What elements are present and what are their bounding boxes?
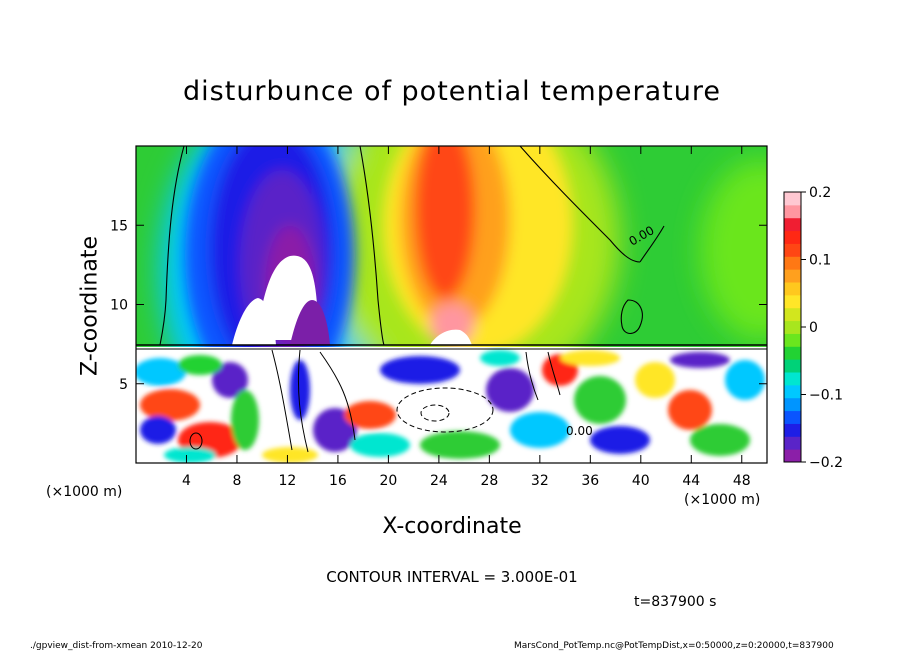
x-tick-label: 24 <box>430 473 448 489</box>
colorbar-swatch <box>784 282 801 296</box>
y-tick-label: 5 <box>119 377 128 393</box>
y-axis: 5 10 15 <box>110 218 767 393</box>
lower-field: 0.00 <box>136 347 767 463</box>
colorbar-tick-label: 0.1 <box>809 253 831 269</box>
x-tick-label: 48 <box>733 473 751 489</box>
colorbar-swatch <box>784 294 801 309</box>
x-tick-label: 12 <box>279 473 297 489</box>
colorbar-swatch <box>784 320 801 334</box>
colorbar-swatch <box>784 372 801 386</box>
contour-interval: CONTOUR INTERVAL = 3.000E-01 <box>326 568 578 586</box>
colorbar-swatch <box>784 346 801 360</box>
colorbar-swatch <box>784 410 801 424</box>
y-axis-label: Z-coordinate <box>77 236 103 376</box>
colorbar-swatch <box>784 449 801 463</box>
x-tick-label: 20 <box>379 473 397 489</box>
svg-text:0.00: 0.00 <box>566 424 593 438</box>
x-tick-label: 44 <box>682 473 700 489</box>
colorbar-swatch <box>784 384 801 399</box>
colorbar-swatch <box>784 423 801 437</box>
colorbar-swatch <box>784 397 801 412</box>
x-axis-label: X-coordinate <box>382 514 522 539</box>
x-tick-label: 36 <box>581 473 599 489</box>
x-tick-label: 16 <box>329 473 347 489</box>
x-unit-label-left: (×1000 m) <box>46 484 123 500</box>
colorbar-tick-label: 0 <box>809 320 818 336</box>
colorbar-tick-label: −0.1 <box>809 388 843 404</box>
colorbar-swatch <box>784 333 801 347</box>
x-tick-label: 8 <box>232 473 241 489</box>
y-tick-label: 10 <box>110 298 128 314</box>
colorbar-swatch <box>784 436 801 450</box>
x-axis: 4 8 12 16 20 24 28 32 36 40 44 48 <box>182 146 751 489</box>
x-tick-label: 28 <box>480 473 498 489</box>
colorbar-swatch <box>784 307 801 322</box>
colorbar: 0.2 0.1 0 −0.1 −0.2 <box>783 185 843 471</box>
colorbar-tick-label: 0.2 <box>809 185 831 201</box>
x-tick-label: 4 <box>182 473 191 489</box>
colorbar-swatch <box>784 217 801 232</box>
colorbar-swatch <box>784 230 801 244</box>
colorbar-swatch <box>784 204 801 219</box>
y-tick-label: 15 <box>110 218 128 234</box>
time-label: t=837900 s <box>634 594 717 610</box>
colorbar-swatch <box>784 243 801 257</box>
colorbar-swatch <box>784 359 801 373</box>
colorbar-swatch <box>784 192 801 206</box>
footer-left: ./gpview_dist-from-xmean 2010-12-20 <box>30 641 203 651</box>
contour-lines <box>136 146 767 350</box>
footer-right: MarsCond_PotTemp.nc@PotTempDist,x=0:5000… <box>514 641 834 651</box>
chart-title: disturbunce of potential temperature <box>183 76 721 107</box>
x-tick-label: 40 <box>632 473 650 489</box>
colorbar-swatch <box>784 269 801 283</box>
colorbar-swatch <box>784 256 801 270</box>
colorbar-tick-label: −0.2 <box>809 455 843 471</box>
upper-field <box>136 146 767 347</box>
x-unit-label-right: (×1000 m) <box>684 492 761 508</box>
x-tick-label: 32 <box>531 473 549 489</box>
